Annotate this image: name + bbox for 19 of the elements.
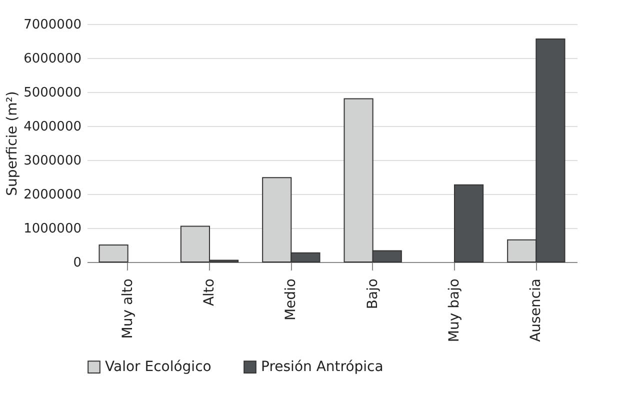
y-tick-label: 5000000 — [24, 86, 82, 100]
bar — [98, 244, 128, 262]
x-tick-label: Ausencia — [528, 278, 544, 342]
bar — [454, 184, 484, 262]
y-tick-label: 7000000 — [24, 18, 82, 32]
y-tick-label: 2000000 — [24, 188, 82, 202]
y-tick-label: 6000000 — [24, 52, 82, 66]
x-tick-label: Alto — [202, 278, 218, 306]
y-tick-label: 4000000 — [24, 120, 82, 134]
y-tick-label: 1000000 — [24, 222, 82, 236]
y-tick-label: 3000000 — [24, 154, 82, 168]
legend-label: Valor Ecológico — [105, 359, 212, 376]
x-tick-label: Muy alto — [120, 278, 136, 339]
y-axis-title: Superficie (m²) — [4, 91, 21, 196]
x-tick-label: Muy bajo — [446, 278, 462, 342]
x-tick-label: Medio — [283, 278, 300, 321]
y-tick-label: 0 — [73, 256, 82, 270]
x-tick-label: Bajo — [364, 278, 381, 310]
legend-label: Presión Antrópica — [261, 359, 384, 376]
